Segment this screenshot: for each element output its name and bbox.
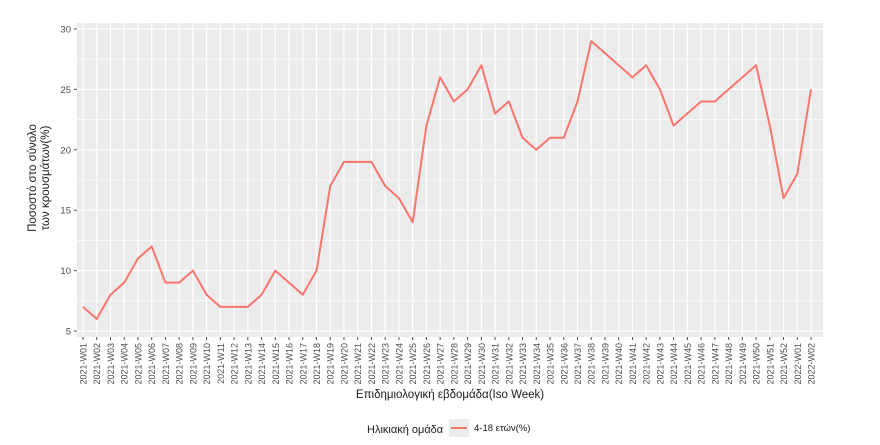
x-tick-label: 2021-W23 (381, 343, 391, 385)
y-axis-ticks: 5 10 15 20 25 30 (60, 25, 77, 338)
y-tick-label: 30 (60, 25, 71, 36)
x-tick-label: 2021-W13 (243, 343, 253, 385)
x-tick-label: 2021-W25 (408, 343, 418, 385)
legend: Ηλικιακή ομάδα 4-18 ετών(%) (367, 419, 530, 437)
legend-title: Ηλικιακή ομάδα (367, 424, 444, 436)
x-tick-label: 2021-W27 (436, 343, 446, 385)
x-tick-label: 2021-W04 (120, 343, 130, 385)
x-tick-label: 2021-W36 (559, 343, 569, 385)
x-tick-label: 2021-W49 (738, 343, 748, 385)
x-tick-label: 2021-W24 (394, 343, 404, 385)
x-tick-label: 2021-W32 (504, 343, 514, 385)
x-tick-label: 2021-W50 (752, 343, 762, 385)
x-tick-label: 2021-W08 (175, 343, 185, 385)
x-tick-label: 2021-W41 (628, 343, 638, 385)
x-tick-label: 2021-W17 (298, 343, 308, 385)
y-axis-title: Ποσοστό στο σύνολο των κρουσμάτων(%) (27, 124, 52, 232)
x-tick-label: 2021-W26 (422, 343, 432, 385)
series-lines (82, 40, 812, 320)
x-tick-label: 2021-W48 (724, 343, 734, 385)
x-tick-label: 2021-W09 (188, 343, 198, 385)
x-tick-label: 2021-W14 (257, 343, 267, 385)
x-tick-label: 2021-W12 (230, 343, 240, 385)
x-tick-label: 2021-W38 (587, 343, 597, 385)
series-line (82, 40, 812, 320)
x-tick-label: 2021-W19 (326, 343, 336, 385)
x-tick-label: 2021-W29 (463, 343, 473, 385)
x-tick-label: 2021-W02 (92, 343, 102, 385)
x-tick-label: 2021-W28 (449, 343, 459, 385)
x-tick-label: 2021-W44 (669, 343, 679, 385)
x-tick-label: 2021-W43 (655, 343, 665, 385)
x-tick-label: 2021-W52 (779, 343, 789, 385)
y-axis-title-line2: των κρουσμάτων(%) (40, 126, 52, 231)
x-tick-label: 2021-W35 (546, 343, 556, 385)
x-tick-label: 2022-W01 (793, 343, 803, 385)
x-tick-label: 2021-W15 (271, 343, 281, 385)
x-tick-label: 2021-W20 (339, 343, 349, 385)
x-tick-label: 2021-W06 (147, 343, 157, 385)
x-tick-label: 2021-W30 (477, 343, 487, 385)
y-tick-label: 20 (60, 145, 71, 156)
x-tick-label: 2021-W03 (106, 343, 116, 385)
x-tick-label: 2021-W37 (573, 343, 583, 385)
x-tick-label: 2021-W18 (312, 343, 322, 385)
y-tick-label: 25 (60, 85, 71, 96)
x-tick-label: 2021-W22 (367, 343, 377, 385)
x-tick-label: 2021-W45 (683, 343, 693, 385)
x-tick-label: 2021-W34 (532, 343, 542, 385)
x-tick-label: 2021-W21 (353, 343, 363, 385)
x-axis-title: Επιδημιολογική εβδομάδα(Iso Week) (356, 389, 544, 401)
x-tick-label: 2021-W47 (710, 343, 720, 385)
gridlines (77, 23, 823, 337)
y-axis-title-line1: Ποσοστό στο σύνολο (27, 124, 39, 232)
x-tick-label: 2021-W46 (697, 343, 707, 385)
legend-label: 4-18 ετών(%) (474, 423, 530, 434)
x-tick-label: 2021-W40 (614, 343, 624, 385)
x-tick-label: 2021-W07 (161, 343, 171, 385)
x-tick-label: 2021-W39 (600, 343, 610, 385)
x-axis-ticks: 2021-W01 2021-W02 2021-W03 2021-W04 2021-W05… (79, 337, 817, 385)
x-tick-label: 2021-W11 (216, 343, 226, 384)
x-tick-label: 2021-W51 (765, 343, 775, 385)
x-tick-label: 2022-W02 (807, 343, 817, 385)
y-tick-label: 5 (66, 327, 71, 338)
x-tick-label: 2021-W42 (642, 343, 652, 385)
x-tick-label: 2021-W05 (133, 343, 143, 385)
x-tick-label: 2021-W31 (491, 343, 501, 385)
x-tick-label: 2021-W01 (79, 343, 89, 385)
x-tick-label: 2021-W16 (285, 343, 295, 385)
x-tick-label: 2021-W33 (518, 343, 528, 385)
x-tick-label: 2021-W10 (202, 343, 212, 385)
y-tick-label: 10 (60, 266, 71, 277)
y-tick-label: 15 (60, 206, 71, 217)
